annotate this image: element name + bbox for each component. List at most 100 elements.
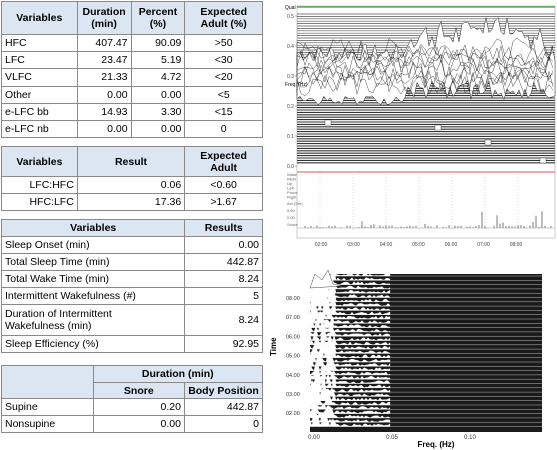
table-row: Total Wake Time (min) 8.24 [0,270,263,288]
y-tick-label: 0.0 [287,164,294,170]
row-value: <5 [184,85,263,104]
row-value: 21.33 [76,68,132,87]
y-tick-label: 03.00 [286,392,300,398]
row-label: Intermittent Wakefulness (#) [0,287,186,305]
header-variables: Variables [1,1,78,35]
header-variables: Variables [0,219,186,237]
bottom-x-axis: 0.000.050.100.15 [308,435,476,441]
spectrogram-waterfall [309,266,542,427]
header-duration-group: Duration (min) [92,365,264,383]
y-tick-label: 06.00 [286,334,300,340]
row-label: Total Sleep Time (min) [0,253,186,271]
x-tick-label: 0.10 [464,435,476,441]
spectrogram-area [296,13,556,164]
x-tick-label: 08:00 [510,242,523,248]
ratio-table: Variables Result Expected Adult LFC:HFC 0.… [1,146,263,211]
row-label: Other [1,85,78,104]
row-value: 0 [184,119,263,139]
row-label: e-LFC nb [1,119,78,139]
row-value: 5 [184,287,263,305]
row-label: Total Wake Time (min) [0,270,186,288]
table-row: e-LFC bb 14.93 3.30 <15 [1,102,263,121]
table-row: e-LFC nb 0.00 0.00 0 [1,119,263,139]
header-expected-adult: Expected Adult (%) [184,1,263,35]
header-expected-label: Expected Adult (%) [200,6,248,30]
header-expected-label-2: Expected Adult [200,149,247,174]
header-result: Result [76,146,186,177]
hypnogram-label: Up [287,181,293,186]
row-label: Sleep Onset (min) [0,236,186,254]
table-row: Intermittent Wakefulness (#) 5 [0,287,263,305]
row-value: >50 [184,33,263,53]
y-tick-label: 0.1 [287,134,294,140]
frequency-coupling-table: Variables Duration (min) Percent (%) Expec… [1,1,263,139]
y-tick-label: 0.5 [287,14,294,20]
y-tick-label: 0.4 [287,44,294,50]
row-value: 0.06 [76,176,186,194]
x-tick-label: 05:00 [412,242,425,248]
row-label: Nonsupine [1,415,94,433]
time-axis-label: Time [270,337,278,356]
hypnogram-label: Wake [287,172,298,177]
top-x-axis: 02:00 03:00 04:00 05:00 06:00 07:00 08:00 [315,242,523,248]
y-tick-label: 0.3 [287,74,294,80]
header-expected-adult: Expected Adult [184,146,263,177]
row-label: HFC [1,33,78,53]
y-tick-label: 08.00 [286,296,300,302]
qual-label: Qual [285,5,296,11]
table-row: VLFC 21.33 4.72 <20 [1,68,263,87]
snore-position-table: Duration (min) Snore Body Position Supin… [1,365,264,433]
row-value: 0.00 [76,119,132,139]
row-value: <30 [184,51,263,70]
row-value: 17.36 [76,193,186,211]
table-row: Other 0.00 0.00 <5 [1,85,263,104]
row-value: 0.00 [76,85,132,104]
power-region [296,17,556,106]
activity-label: Act (Sm) [287,201,303,206]
x-tick-label: 07:00 [477,242,490,248]
row-label: Sleep Efficiency (%) [0,335,186,353]
table-row: Nonsupine 0.00 0 [1,415,264,433]
row-label: LFC [1,51,78,70]
x-tick-label: 0.05 [386,435,398,441]
x-tick-label: 02:00 [315,242,328,248]
x-tick-label: 0.00 [308,435,320,441]
row-value: 0.00 [184,236,263,254]
row-value: >1.67 [184,193,263,211]
row-value: 3.30 [130,102,186,121]
table-row: HFC 407.47 90.09 >50 [1,33,263,53]
table-row: Total Sleep Time (min) 442.87 [0,253,263,271]
hypnogram-label: Right [287,195,297,200]
row-value: 0.00 [92,415,185,433]
row-value: 0.20 [92,398,185,416]
table-row: HFC:LFC 17.36 >1.67 [1,193,263,211]
row-value: <0.60 [184,176,263,194]
bottom-spectrogram-plot: 08.00 07.00 06.00 05.00 04.00 03.00 02.00 0.00… [270,266,542,449]
header-duration: Duration (min) [76,1,132,35]
row-value: 92.95 [184,335,263,353]
table-row: LFC:HFC 0.06 <0.60 [1,176,263,194]
activity-label: Snore [287,222,298,227]
header-duration-label: Duration (min) [82,6,126,30]
row-value: <20 [184,68,263,87]
row-label: HFC:LFC [1,193,78,211]
freq-axis-label: Freq. (Hz) [418,440,455,449]
row-value: 8.24 [184,270,263,288]
row-value: 407.47 [76,33,132,53]
x-tick-label: 06:00 [445,242,458,248]
activity-label: 0.60 [287,208,296,213]
hypnogram-label: REM [287,177,296,182]
row-value: 5.19 [130,51,186,70]
table-row: Sleep Onset (min) 0.00 [0,236,263,254]
row-value: 14.93 [76,102,132,121]
row-value: 0 [183,415,264,433]
row-label: LFC:HFC [1,176,78,194]
row-label: e-LFC bb [1,102,78,121]
table-row: Sleep Efficiency (%) 92.95 [0,335,263,353]
row-value: 442.87 [183,398,264,416]
header-percent: Percent (%) [130,1,186,35]
y-tick-label: 02.00 [286,411,300,417]
header-results: Results [184,219,263,237]
